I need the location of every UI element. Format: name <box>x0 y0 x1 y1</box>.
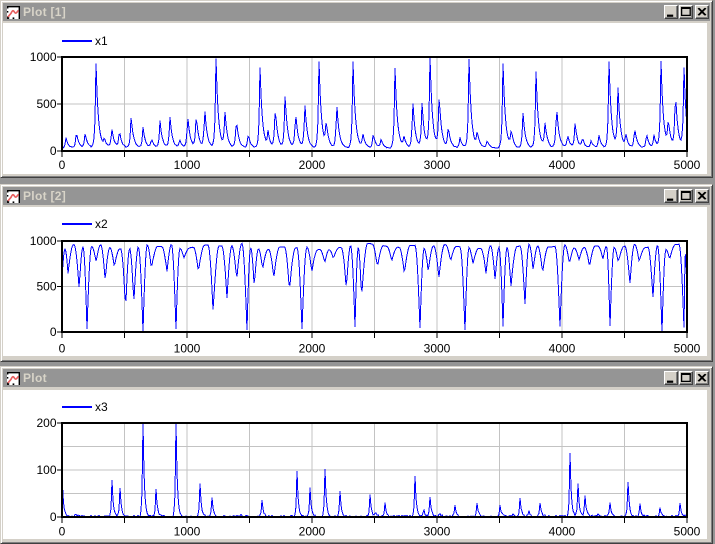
svg-text:100: 100 <box>36 463 56 477</box>
svg-text:4000: 4000 <box>549 342 576 356</box>
svg-text:1000: 1000 <box>174 342 201 356</box>
svg-text:5000: 5000 <box>674 342 701 356</box>
svg-text:x1: x1 <box>95 34 108 48</box>
svg-text:1000: 1000 <box>174 158 201 172</box>
svg-text:0: 0 <box>50 510 57 524</box>
svg-text:1000: 1000 <box>30 234 57 248</box>
svg-text:3000: 3000 <box>424 342 451 356</box>
svg-text:200: 200 <box>36 416 56 430</box>
svg-text:4000: 4000 <box>549 158 576 172</box>
svg-text:x2: x2 <box>95 217 108 231</box>
svg-text:0: 0 <box>59 525 66 539</box>
svg-text:4000: 4000 <box>549 525 576 539</box>
svg-text:500: 500 <box>36 280 56 294</box>
svg-text:0: 0 <box>50 144 57 158</box>
svg-text:0: 0 <box>50 325 57 339</box>
svg-text:5000: 5000 <box>674 525 701 539</box>
svg-text:2000: 2000 <box>299 525 326 539</box>
svg-text:1000: 1000 <box>174 525 201 539</box>
svg-text:2000: 2000 <box>299 158 326 172</box>
svg-text:1000: 1000 <box>30 50 57 64</box>
svg-text:5000: 5000 <box>674 158 701 172</box>
svg-text:3000: 3000 <box>424 158 451 172</box>
svg-text:0: 0 <box>59 158 66 172</box>
svg-text:2000: 2000 <box>299 342 326 356</box>
svg-text:3000: 3000 <box>424 525 451 539</box>
svg-text:500: 500 <box>36 97 56 111</box>
svg-text:x3: x3 <box>95 400 108 414</box>
svg-text:0: 0 <box>59 342 66 356</box>
